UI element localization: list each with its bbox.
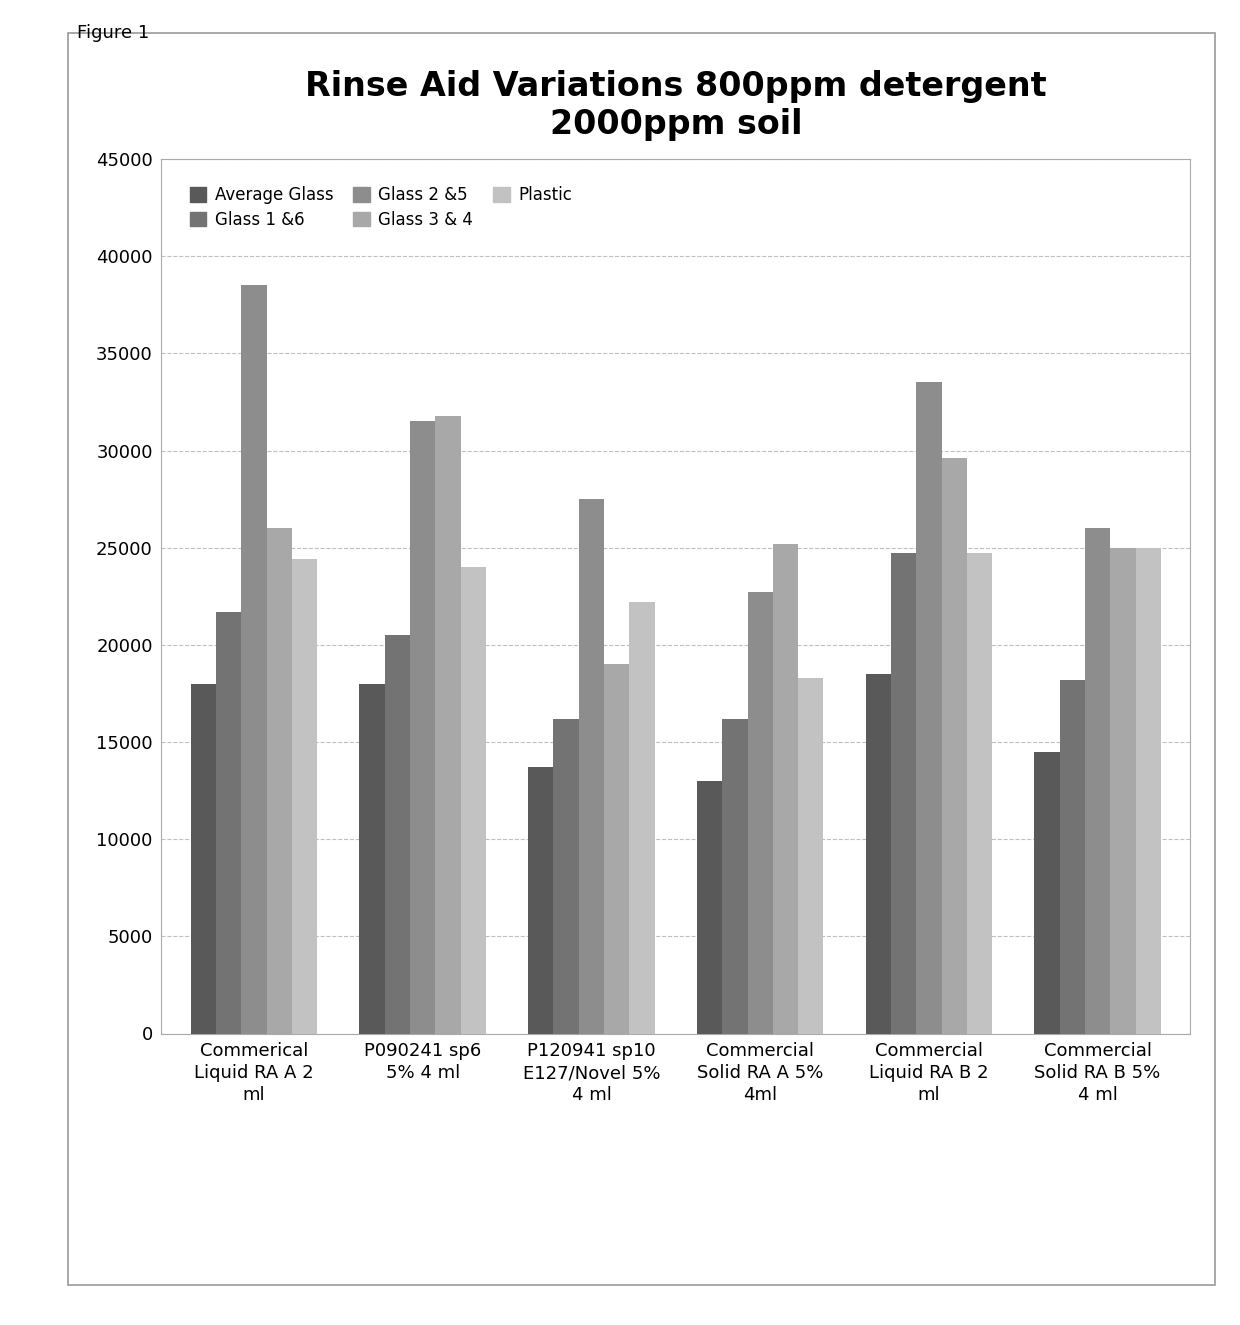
- Bar: [579, 500, 604, 1034]
- Bar: [748, 592, 773, 1034]
- Bar: [866, 674, 890, 1034]
- Bar: [360, 684, 384, 1034]
- Bar: [216, 612, 242, 1034]
- Bar: [697, 780, 722, 1034]
- Bar: [773, 543, 799, 1034]
- Bar: [1034, 751, 1060, 1034]
- Bar: [528, 767, 553, 1034]
- Bar: [384, 635, 410, 1034]
- Bar: [267, 529, 291, 1034]
- Bar: [242, 285, 267, 1034]
- Bar: [1060, 680, 1085, 1034]
- Bar: [1085, 529, 1110, 1034]
- Title: Rinse Aid Variations 800ppm detergent
2000ppm soil: Rinse Aid Variations 800ppm detergent 20…: [305, 70, 1047, 140]
- Bar: [191, 684, 216, 1034]
- Bar: [722, 718, 748, 1034]
- Bar: [799, 678, 823, 1034]
- Bar: [941, 458, 967, 1034]
- Bar: [890, 554, 916, 1034]
- Bar: [1110, 547, 1136, 1034]
- Bar: [291, 559, 317, 1034]
- Bar: [967, 554, 992, 1034]
- Bar: [553, 718, 579, 1034]
- Legend: Average Glass, Glass 1 &6, Glass 2 &5, Glass 3 & 4, Plastic: Average Glass, Glass 1 &6, Glass 2 &5, G…: [180, 176, 583, 238]
- Bar: [604, 664, 630, 1034]
- Bar: [1136, 547, 1161, 1034]
- Bar: [461, 567, 486, 1034]
- Text: Figure 1: Figure 1: [77, 24, 149, 42]
- Bar: [916, 383, 941, 1034]
- Bar: [410, 421, 435, 1034]
- Bar: [630, 602, 655, 1034]
- Bar: [435, 416, 461, 1034]
